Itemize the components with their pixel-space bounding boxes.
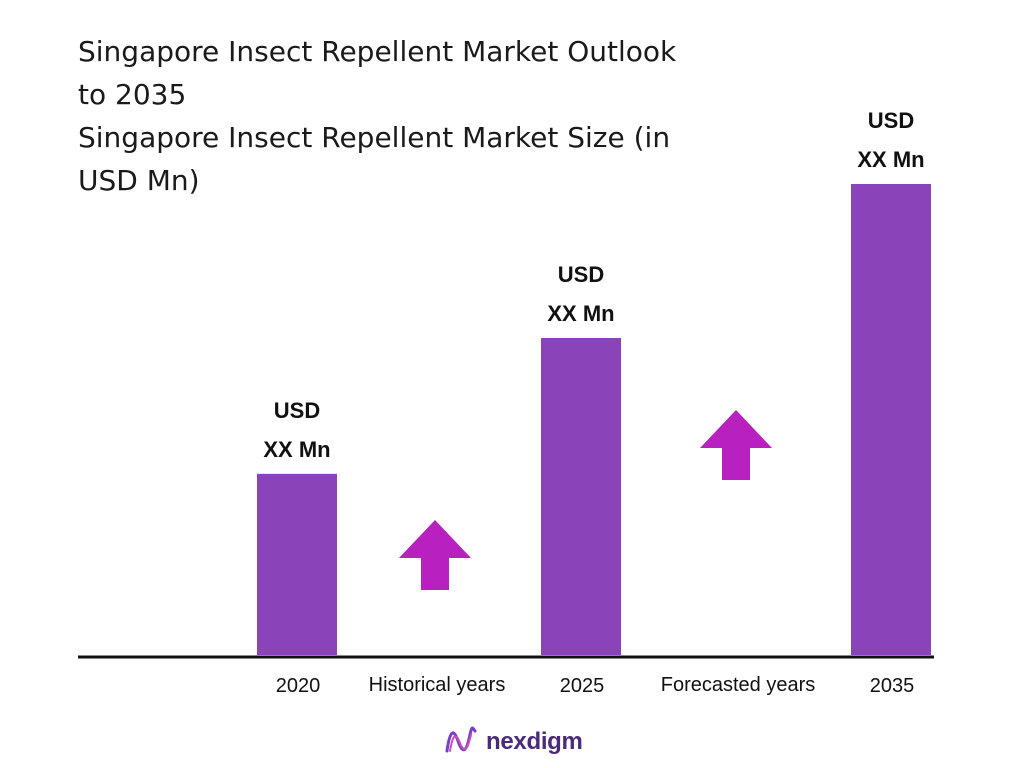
bar-2025 <box>541 337 621 655</box>
nexdigm-logo-icon <box>444 725 478 759</box>
chart-title-line-2: to 2035 <box>78 78 187 111</box>
value-label-amount-2020: XX Mn <box>263 437 330 462</box>
x-tick-labels-group: 2020 2025 2035 Historical years Forecasted y… <box>276 674 915 697</box>
chart-title-line-1: Singapore Insect Repellent Market Outloo… <box>78 35 677 68</box>
growth-arrows-group <box>399 410 772 590</box>
bars-group <box>257 184 931 655</box>
x-tick-2035: 2035 <box>870 675 915 697</box>
bar-2020 <box>257 473 337 655</box>
chart-title-block: Singapore Insect Repellent Market Outloo… <box>78 30 818 202</box>
value-label-currency-2020: USD <box>274 398 320 423</box>
x-tick-2020: 2020 <box>276 675 321 697</box>
bar-2035 <box>851 184 931 655</box>
growth-arrow-icon <box>399 520 471 590</box>
period-label-historical: Historical years <box>369 674 506 696</box>
growth-arrow-icon <box>700 410 772 480</box>
value-labels-group: USD XX Mn USD XX Mn USD XX Mn <box>263 108 924 462</box>
x-tick-2025: 2025 <box>560 675 605 697</box>
chart-subtitle-line-2: USD Mn) <box>78 164 200 197</box>
value-label-currency-2035: USD <box>868 108 914 133</box>
nexdigm-logo: nexdigm <box>444 722 583 762</box>
value-label-currency-2025: USD <box>558 262 604 287</box>
value-label-amount-2025: XX Mn <box>547 301 614 326</box>
value-label-amount-2035: XX Mn <box>857 147 924 172</box>
nexdigm-logo-text: nexdigm <box>486 728 583 755</box>
period-label-forecasted: Forecasted years <box>661 674 816 696</box>
chart-subtitle-line-1: Singapore Insect Repellent Market Size (… <box>78 121 671 154</box>
